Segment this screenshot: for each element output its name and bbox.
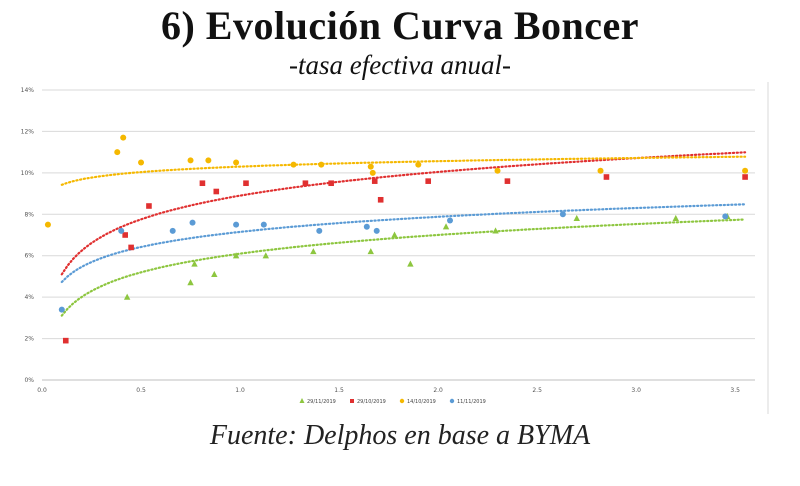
data-point [123,293,131,300]
legend-marker [299,398,305,403]
data-point [672,214,679,222]
data-point [367,163,374,170]
trendline [60,218,747,317]
data-point [199,180,206,187]
data-point [603,174,610,180]
data-point [446,217,453,224]
legend-marker [350,399,354,403]
y-tick-label: 2% [24,336,34,343]
data-point [211,270,218,277]
grid-lines [42,89,755,340]
data-point [407,260,414,267]
data-point [310,248,317,255]
legend-label: 14/10/2019 [407,399,436,405]
data-point [290,161,297,168]
data-point [369,169,376,176]
data-point [233,159,240,166]
chart-title: 6) Evolución Curva Boncer [160,3,640,48]
data-point [363,223,370,230]
x-tick-label: 1.0 [235,387,245,394]
x-tick-label: 3.0 [631,387,641,394]
data-point [742,167,749,174]
y-tick-label: 0% [24,377,34,384]
data-point [442,223,450,230]
x-tick-label: 0.0 [37,387,47,394]
data-point [191,260,198,267]
data-point [118,227,125,234]
data-point [316,227,323,234]
data-point [138,159,145,166]
data-point [187,279,194,286]
data-point [146,203,152,209]
trendline [60,203,747,284]
data-point [504,178,511,184]
data-point [377,196,384,203]
chart-subtitle: -tasa efectiva anual- [289,50,511,80]
x-tick-label: 2.5 [532,387,542,394]
axes: 0% 2% 4% 6% 8% 10% 12% 14% 0.0 0.5 1.0 1.5 2.0 2.5 3.0… [21,87,755,394]
x-tick-label: 2.0 [433,387,443,394]
data-point [213,188,220,195]
data-point [425,178,432,184]
data-point [44,221,51,228]
data-point [205,157,212,164]
data-point [232,252,240,259]
data-point [494,167,501,174]
data-point [58,306,65,313]
y-tick-label: 8% [24,211,34,218]
y-tick-label: 12% [21,128,35,135]
data-points [44,134,749,344]
x-tick-label: 0.5 [136,387,146,394]
data-point [391,231,398,238]
data-point [187,157,194,164]
data-point [318,161,325,168]
data-point [262,252,270,259]
data-point [169,227,176,234]
data-point [373,227,380,234]
x-tick-label: 3.5 [730,387,740,394]
data-point [189,219,196,226]
data-point [573,214,580,222]
data-point [62,337,69,344]
data-point [492,227,499,234]
trendlines [60,151,747,317]
data-point [559,211,566,218]
scatter-chart: 0% 2% 4% 6% 8% 10% 12% 14% 0.0 0.5 1.0 1.5 2.0 2.5 3.0… [10,82,770,414]
y-tick-label: 10% [21,170,35,177]
legend-marker [449,398,455,404]
legend-label: 29/11/2019 [307,399,336,405]
data-point [371,178,378,184]
data-point [415,161,422,168]
data-point [114,149,121,156]
data-point [742,174,748,180]
source-note: Fuente: Delphos en base a BYMA [209,420,591,451]
data-point [260,221,267,228]
legend-label: 11/11/2019 [457,399,486,405]
trendline [60,155,747,186]
data-point [233,221,240,228]
legend: 29/11/2019 29/10/2019 14/10/2019 11/11/2019 [299,398,486,405]
data-point [120,134,127,141]
legend-marker [399,398,405,404]
data-point [243,180,249,187]
data-point [722,213,729,220]
data-point [128,244,134,251]
x-tick-label: 1.5 [334,387,344,394]
legend-label: 29/10/2019 [357,399,386,405]
data-point [597,167,604,174]
data-point [367,248,374,255]
data-point [122,232,128,238]
y-tick-label: 4% [24,294,34,301]
data-point [328,180,334,187]
y-tick-label: 6% [24,253,34,260]
y-tick-label: 14% [21,87,35,94]
data-point [302,180,309,187]
